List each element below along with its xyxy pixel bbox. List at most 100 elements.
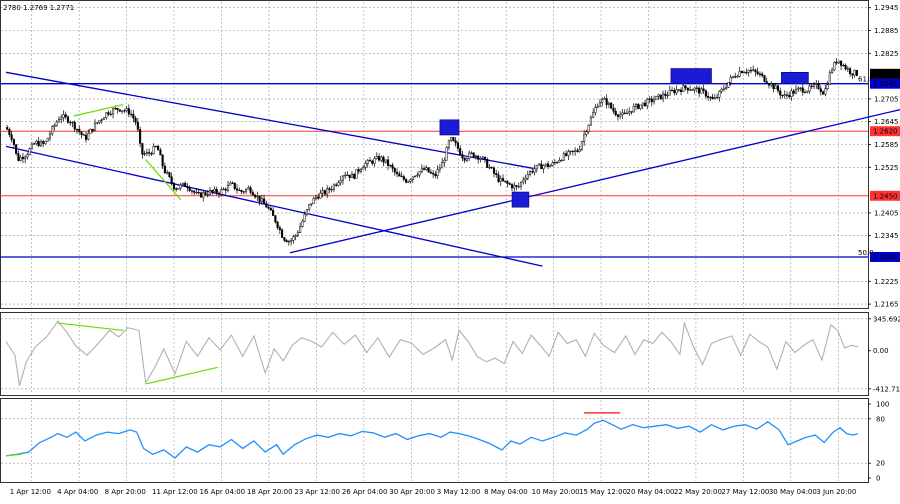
candle-body <box>678 90 680 91</box>
candle-body <box>72 122 74 123</box>
candle-body <box>162 155 164 166</box>
candle-body <box>674 90 676 93</box>
candle-body <box>849 69 851 74</box>
x-tick-label: 8 Apr 20:00 <box>105 488 146 496</box>
candle-body <box>513 186 515 189</box>
candle-body <box>532 171 534 172</box>
candle-body <box>572 151 574 152</box>
candle-body <box>484 157 486 159</box>
candle-body <box>545 164 547 166</box>
candle-body <box>631 111 633 112</box>
candle-body <box>534 169 536 172</box>
candle-body <box>284 238 286 241</box>
candle-body <box>69 122 71 123</box>
candle-body <box>486 159 488 167</box>
candle-body <box>92 129 94 131</box>
y-tick-label: 1.2525 <box>874 164 899 172</box>
candle-body <box>820 89 822 92</box>
candle-body <box>277 222 279 228</box>
x-tick-label: 20 May 04:00 <box>627 488 675 496</box>
candle-body <box>214 189 216 191</box>
candle-body <box>29 149 31 155</box>
candle-body <box>252 193 254 196</box>
candle-body <box>20 157 22 160</box>
candle-body <box>750 70 752 71</box>
y-tick-label: 1.2705 <box>874 95 899 103</box>
signal-marker-box <box>512 192 529 207</box>
candle-body <box>610 103 612 108</box>
candle-body <box>430 172 432 173</box>
candle-body <box>687 88 689 90</box>
candle-body <box>153 146 155 154</box>
candle-body <box>173 183 175 189</box>
candle-body <box>644 103 646 106</box>
signal-marker-box <box>440 120 459 135</box>
y-tick-label: 1.2945 <box>874 4 899 12</box>
x-tick-label: 3 May 12:00 <box>437 488 481 496</box>
candle-body <box>806 91 808 92</box>
candle-body <box>110 114 112 115</box>
level-price-label: 1.2745 <box>873 80 898 88</box>
candle-body <box>696 88 698 89</box>
candle-body <box>563 154 565 161</box>
candle-body <box>211 190 213 191</box>
candle-body <box>157 146 159 150</box>
candle-body <box>279 228 281 230</box>
candle-body <box>266 204 268 208</box>
candle-body <box>728 82 730 87</box>
candle-body <box>658 95 660 96</box>
x-tick-label: 8 May 04:00 <box>484 488 528 496</box>
candle-body <box>719 91 721 97</box>
candle-body <box>746 72 748 73</box>
candle-body <box>856 70 858 75</box>
candle-body <box>667 95 669 96</box>
candle-body <box>347 175 349 176</box>
candle-body <box>33 144 35 145</box>
candle-body <box>218 193 220 194</box>
candle-body <box>568 152 570 156</box>
candle-body <box>637 104 639 108</box>
candle-body <box>423 169 425 170</box>
candle-body <box>838 61 840 63</box>
candle-body <box>342 176 344 180</box>
candle-body <box>426 168 428 170</box>
candle-body <box>13 139 15 144</box>
candle-body <box>782 95 784 96</box>
candle-body <box>38 141 40 146</box>
candle-body <box>205 193 207 195</box>
candle-body <box>286 240 288 241</box>
x-tick-label: 3 Jun 20:00 <box>816 488 856 496</box>
candle-body <box>840 61 842 66</box>
candle-body <box>51 127 53 134</box>
candle-body <box>333 185 335 189</box>
candle-body <box>304 214 306 221</box>
candle-body <box>554 162 556 163</box>
candle-body <box>412 177 414 180</box>
candle-body <box>196 192 198 193</box>
candle-body <box>207 194 209 195</box>
candle-body <box>160 150 162 155</box>
candle-body <box>275 216 277 222</box>
candle-body <box>836 62 838 63</box>
candle-body <box>759 74 761 75</box>
candle-body <box>189 188 191 191</box>
candle-body <box>608 103 610 105</box>
candle-body <box>250 188 252 193</box>
candle-body <box>477 156 479 159</box>
candle-body <box>139 129 141 143</box>
candle-body <box>825 89 827 95</box>
candle-body <box>268 207 270 208</box>
candle-body <box>595 108 597 113</box>
candle-body <box>813 84 815 86</box>
candle-body <box>462 155 464 159</box>
candle-body <box>466 159 468 161</box>
rsi-tick-label: 80 <box>876 415 885 423</box>
candle-body <box>18 154 20 161</box>
candle-body <box>270 208 272 210</box>
candle-body <box>583 134 585 141</box>
candle-body <box>414 176 416 177</box>
candle-body <box>793 91 795 93</box>
candle-body <box>133 114 135 118</box>
